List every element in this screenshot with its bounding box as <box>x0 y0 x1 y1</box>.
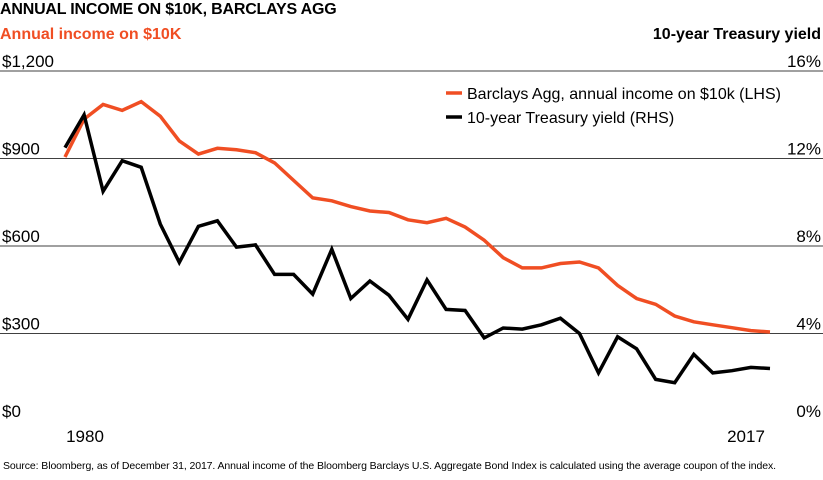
left-tick-label: $600 <box>2 227 40 246</box>
left-tick-label: $900 <box>2 140 40 159</box>
source-note: Source: Bloomberg, as of December 31, 20… <box>3 460 776 472</box>
series-line-income <box>63 99 771 334</box>
series-line-treasury <box>63 110 771 385</box>
chart-title: ANNUAL INCOME ON $10K, BARCLAYS AGG <box>0 1 337 18</box>
right-tick-label: 4% <box>796 315 821 334</box>
gridlines <box>0 70 823 334</box>
left-tick-label: $0 <box>2 402 21 421</box>
x-tick-label: 1980 <box>66 427 104 446</box>
line-chart: $1,200 $900 $600 $300 $0 16% 12% 8% 4% 0% 1980 20… <box>0 52 823 446</box>
right-tick-label: 12% <box>787 140 821 159</box>
left-axis-label: Annual income on $10K <box>0 26 182 43</box>
left-tick-label: $1,200 <box>2 52 54 71</box>
right-tick-label: 16% <box>787 52 821 71</box>
series-lines <box>63 99 771 385</box>
legend-label: Barclays Agg, annual income on $10k (LHS… <box>467 86 781 103</box>
left-tick-label: $300 <box>2 315 40 334</box>
right-axis-label: 10-year Treasury yield <box>652 26 821 43</box>
legend-label: 10-year Treasury yield (RHS) <box>467 110 674 127</box>
right-tick-label: 0% <box>796 402 821 421</box>
x-tick-label: 2017 <box>727 427 765 446</box>
left-axis-ticks: $1,200 $900 $600 $300 $0 <box>2 52 54 421</box>
right-tick-label: 8% <box>796 227 821 246</box>
right-axis-ticks: 16% 12% 8% 4% 0% <box>787 52 821 421</box>
x-axis-ticks: 1980 2017 <box>66 427 765 446</box>
legend: Barclays Agg, annual income on $10k (LHS… <box>446 86 781 127</box>
